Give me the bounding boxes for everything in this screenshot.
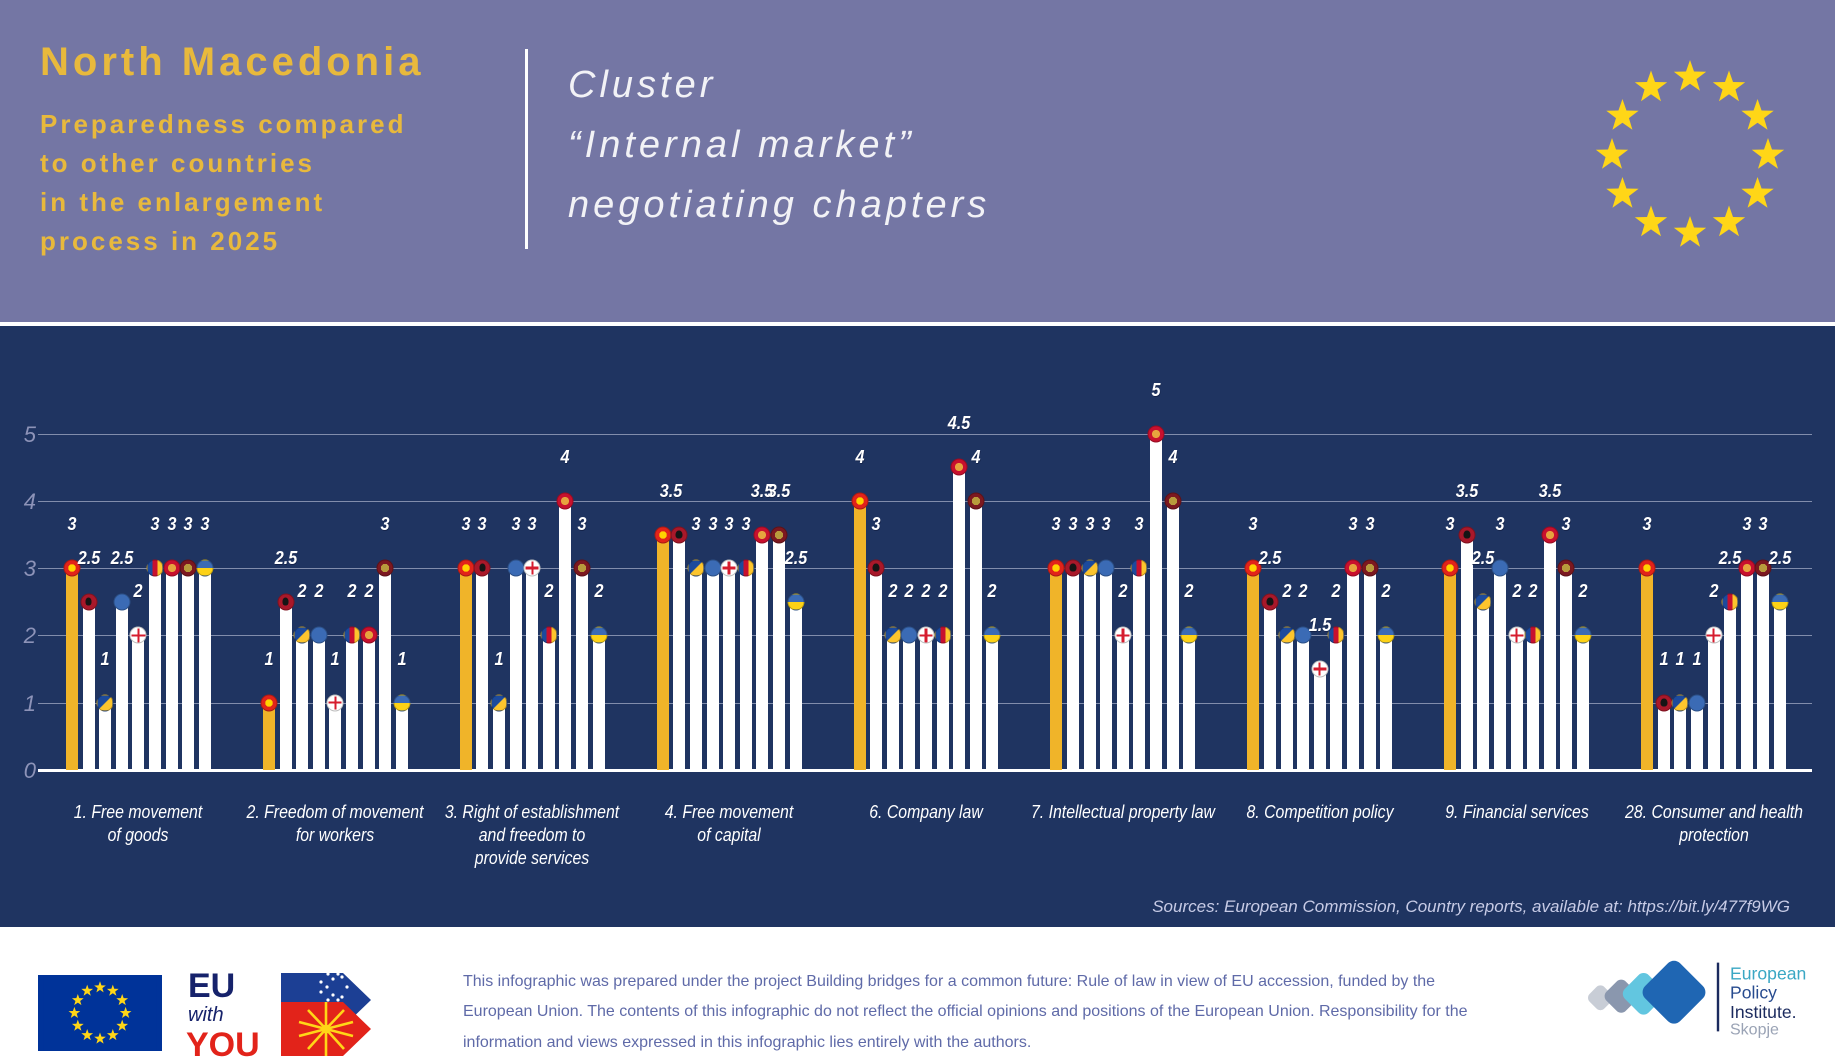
svg-text:YOU: YOU bbox=[186, 1026, 260, 1058]
svg-text:Institute.: Institute. bbox=[1730, 1002, 1797, 1022]
svg-text:Policy: Policy bbox=[1730, 983, 1777, 1003]
svg-text:with: with bbox=[188, 1004, 224, 1026]
svg-text:European: European bbox=[1730, 963, 1806, 983]
svg-text:Skopje: Skopje bbox=[1730, 1022, 1779, 1039]
svg-text:EU: EU bbox=[188, 967, 235, 1005]
